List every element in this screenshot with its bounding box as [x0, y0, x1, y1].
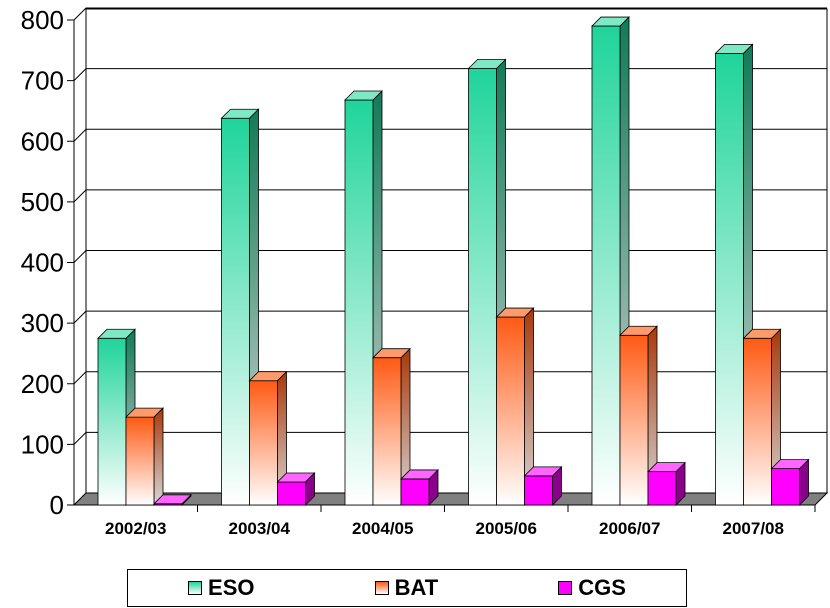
y-tick-label: 100	[21, 429, 64, 459]
bar-cgs-2007-08	[770, 458, 810, 506]
y-tick-label: 500	[21, 187, 64, 217]
bar-cgs-2005-06	[523, 465, 563, 506]
x-axis: 2002/03 2003/04 2004/05 2005/06 2006/07 2007/…	[74, 504, 816, 538]
bar-top	[619, 325, 658, 336]
y-tick-label: 300	[21, 308, 64, 338]
x-tick-label: 2007/08	[723, 519, 784, 538]
bar-top	[467, 59, 507, 69]
bar-side	[153, 407, 164, 506]
bar-front	[97, 337, 127, 506]
bar-bat-2003-04	[248, 370, 288, 506]
legend-item-cgs: CGS	[558, 575, 626, 601]
y-tick-label: 200	[21, 369, 64, 399]
legend-label-eso: ESO	[208, 575, 255, 600]
gridline	[73, 371, 827, 385]
bar-top	[248, 371, 288, 382]
bar-top	[400, 469, 439, 480]
x-tick-label: 2004/05	[352, 519, 413, 538]
gridline	[73, 189, 827, 203]
bar-front	[372, 357, 402, 506]
y-tick-label: 0	[50, 490, 64, 520]
x-tick-label: 2002/03	[105, 519, 166, 538]
bar-front	[647, 471, 677, 506]
bar-bat-2005-06	[495, 307, 535, 506]
bar-front	[496, 316, 525, 506]
gridline	[73, 128, 827, 142]
bar-front	[344, 99, 374, 506]
bar-top	[647, 462, 686, 473]
bar-top	[495, 307, 535, 318]
gridline	[73, 431, 827, 445]
bar-top	[742, 328, 782, 339]
bar-eso-2003-04	[220, 108, 260, 506]
bar-front	[221, 117, 250, 506]
bar-cgs-2002-03	[153, 493, 192, 506]
y-tick-label: 600	[21, 126, 64, 156]
bar-top	[344, 90, 383, 101]
bar-front	[771, 468, 800, 506]
bar-front	[591, 25, 621, 506]
legend-item-bat: BAT	[374, 575, 439, 601]
legend-label-cgs: CGS	[578, 575, 626, 600]
legend-label-bat: BAT	[394, 575, 439, 600]
bar-cgs-2006-07	[647, 461, 686, 506]
bar-top	[153, 494, 192, 505]
legend-swatch-cgs	[558, 581, 573, 595]
bar-top	[372, 348, 411, 359]
legend: ESO BAT CGS	[127, 569, 687, 607]
bar-top	[714, 43, 754, 54]
bar-front	[524, 475, 553, 506]
bar-bat-2004-05	[372, 347, 411, 506]
bar-front	[277, 481, 306, 506]
gridline	[73, 310, 827, 324]
bar-front	[125, 416, 155, 506]
bar-front	[743, 337, 772, 506]
plot-back-wall	[72, 8, 828, 506]
bar-top	[591, 16, 630, 27]
plot-area	[72, 7, 829, 506]
y-tick-label: 400	[21, 248, 64, 278]
gridline	[73, 7, 827, 21]
bar-top	[220, 108, 260, 119]
legend-item-eso: ESO	[188, 575, 255, 601]
bar-top	[770, 459, 810, 470]
bar-front	[468, 68, 497, 506]
bar-top	[97, 328, 136, 339]
y-tick-label: 800	[21, 5, 64, 35]
x-tick-label: 2005/06	[476, 519, 537, 538]
bar-top	[523, 466, 563, 477]
bar-front	[619, 334, 649, 506]
gridline	[73, 68, 827, 81]
bar-top	[276, 472, 316, 483]
bar-bat-2006-07	[619, 325, 658, 506]
bar-front	[400, 478, 430, 506]
bar-bat-2002-03	[125, 407, 164, 506]
bar-cgs-2004-05	[400, 468, 439, 506]
x-tick-label: 2003/04	[229, 519, 291, 538]
bar-cgs-2003-04	[276, 471, 316, 506]
bar-eso-2005-06	[467, 58, 507, 506]
legend-swatch-eso	[188, 581, 203, 595]
bar-front	[715, 52, 744, 506]
y-tick-label: 700	[21, 66, 64, 96]
bar-chart: 0 100 200 300 400 500 600 700 800 2002/03 2003/04…	[21, 5, 829, 538]
x-tick-label: 2006/07	[599, 519, 660, 538]
bar-top	[125, 407, 164, 418]
legend-swatch-bat	[374, 581, 389, 595]
gridline	[73, 250, 827, 263]
y-axis: 0 100 200 300 400 500 600 700 800	[21, 5, 75, 520]
bars	[97, 16, 810, 506]
bar-bat-2007-08	[742, 328, 782, 506]
bar-front	[249, 380, 278, 506]
